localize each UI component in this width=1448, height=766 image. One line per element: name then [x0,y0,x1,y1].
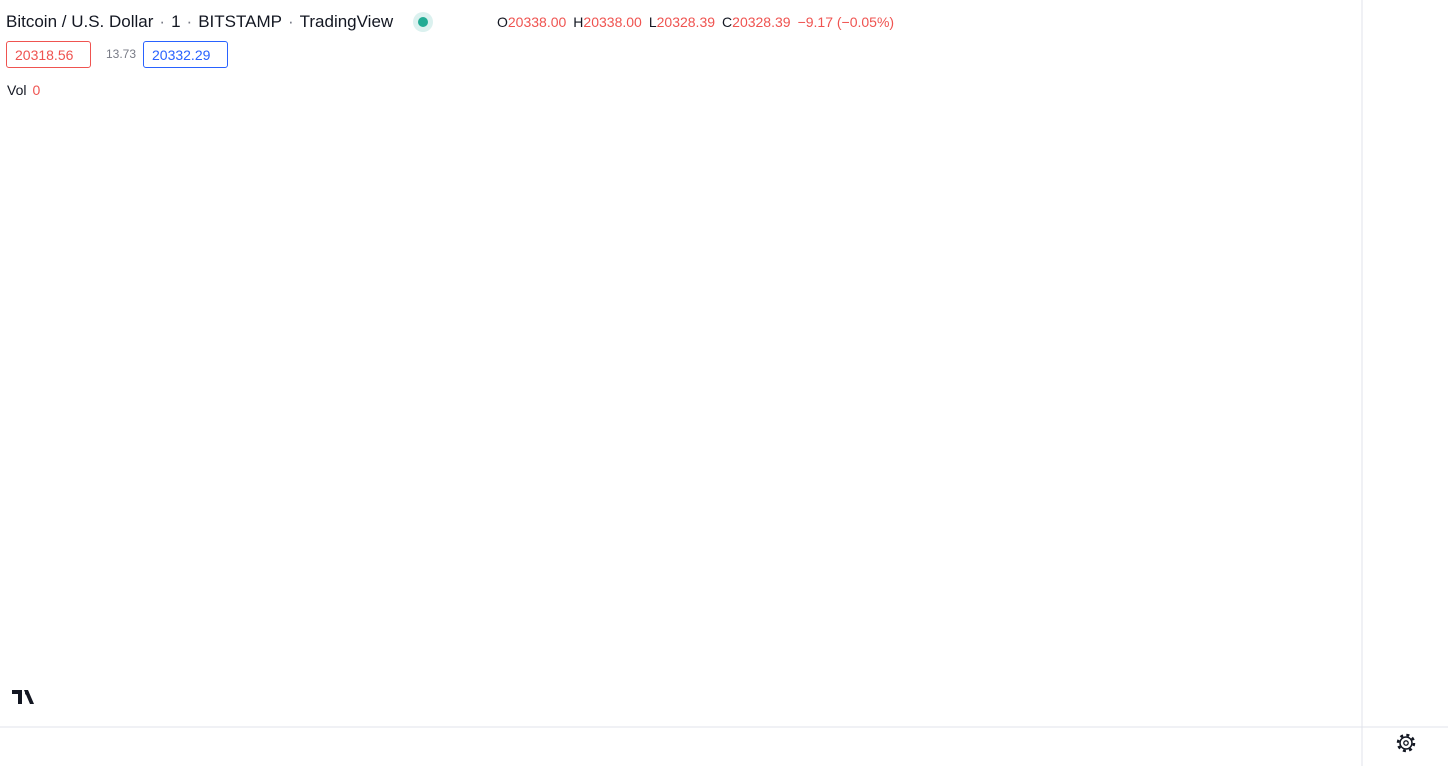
logo-bg [6,682,42,712]
separator: · [287,12,294,31]
separator: · [186,12,193,31]
interval: 1 [171,12,181,31]
ohlc-key: C [722,14,733,30]
gear-hub[interactable] [1403,740,1409,746]
tradingview-logo [6,682,42,712]
logo-dot [25,691,29,695]
gear-ring[interactable] [1399,736,1413,750]
ohlc-value: 20338.00 [507,14,567,30]
settings-icon[interactable] [1396,733,1416,753]
volume-legend: Vol 0 [7,82,40,98]
ohlc-key: H [573,14,584,30]
volume-legend-label: Vol [7,82,27,98]
separator: · [159,12,166,31]
exchange: BITSTAMP [198,12,282,31]
symbol: Bitcoin / U.S. Dollar [6,12,154,31]
gear-teeth[interactable] [1396,733,1416,753]
ohlc-key: L [648,14,657,30]
ohlc-key: O [497,14,508,30]
ohlc-value: 20338.00 [583,14,642,30]
ohlc-legend: O20338.00 H20338.00 L20328.39 C20328.39 −9.1… [497,14,901,30]
source: TradingView [299,12,394,31]
buy-button[interactable]: 20332.29 [143,41,228,68]
ohlc-value: 20328.39 [656,14,716,30]
market-status[interactable] [411,10,435,34]
spread: 13.73 [105,47,137,61]
ohlc-change: −9.17 (−0.05%) [797,14,895,30]
ohlc-value: 20328.39 [732,14,791,30]
symbol-title[interactable]: Bitcoin / U.S. Dollar · 1 · BITSTAMP · T… [6,10,435,34]
volume-legend-value: 0 [32,82,41,98]
status-dot [418,17,429,27]
sell-button[interactable]: 20318.56 [6,41,91,68]
